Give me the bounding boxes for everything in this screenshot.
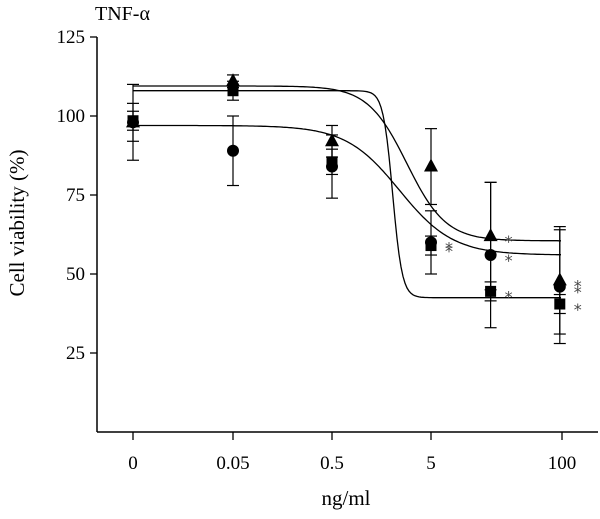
triangle-point	[483, 228, 498, 242]
error-bars	[127, 74, 566, 345]
significance-asterisk: *	[574, 300, 582, 319]
significance-marks: ********	[445, 232, 582, 319]
triangle-point	[424, 158, 438, 172]
triangle-point	[325, 133, 339, 147]
chart-title: TNF-α	[95, 3, 150, 25]
significance-asterisk: *	[574, 283, 582, 302]
fit-curve-square	[133, 90, 561, 299]
fit-curve-circle	[133, 124, 561, 256]
square-point	[485, 285, 497, 297]
square-point	[554, 298, 566, 310]
x-tick-label: 0	[128, 453, 138, 474]
circle-point	[484, 249, 497, 262]
triangle-point	[552, 272, 567, 286]
y-axis-label: Cell viability (%)	[5, 150, 29, 297]
y-tick-label: 75	[66, 185, 85, 206]
y-tick-label: 125	[57, 27, 86, 48]
significance-asterisk: *	[505, 251, 513, 270]
axes: 25 50 75 100 125 0 0.05 0.5 5 100	[57, 27, 598, 474]
x-axis-label: ng/ml	[321, 486, 370, 510]
triangle-point	[126, 114, 140, 128]
fit-curves	[133, 85, 561, 299]
circle-point	[227, 144, 239, 157]
significance-asterisk: *	[505, 232, 513, 251]
significance-asterisk: *	[445, 242, 453, 261]
significance-asterisk: *	[505, 287, 513, 306]
x-tick-label: 0.05	[216, 453, 249, 474]
x-tick-label: 0.5	[320, 453, 344, 474]
y-tick-label: 50	[66, 264, 85, 285]
square-point	[425, 240, 437, 252]
significance-asterisk: *	[445, 238, 453, 257]
y-tick-label: 25	[66, 343, 85, 364]
triangle-point	[226, 73, 240, 87]
square-point	[326, 156, 338, 168]
square-point	[227, 85, 239, 97]
x-tick-label: 5	[426, 453, 436, 474]
significance-asterisk: *	[574, 276, 582, 295]
fit-curve-triangle	[133, 85, 561, 242]
x-tick-label: 100	[548, 453, 577, 474]
y-tick-label: 100	[57, 106, 86, 127]
data-markers	[126, 73, 567, 310]
